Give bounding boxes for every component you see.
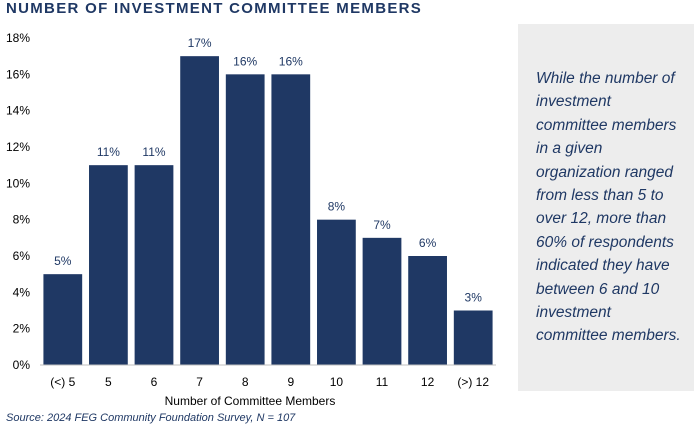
x-tick-label: 7 bbox=[196, 375, 203, 389]
x-tick-label: 12 bbox=[421, 375, 435, 389]
y-tick-label: 2% bbox=[13, 322, 31, 336]
bar bbox=[225, 74, 265, 365]
x-tick-label: 6 bbox=[151, 375, 158, 389]
y-tick-label: 16% bbox=[6, 67, 30, 81]
data-label: 8% bbox=[328, 200, 346, 214]
x-tick-label: (>) 12 bbox=[457, 375, 489, 389]
x-axis-ticks: (<) 5 5 6 7 8 9 10 11 12 (>) 12 bbox=[50, 375, 489, 389]
data-label: 7% bbox=[373, 218, 391, 232]
x-tick-label: 11 bbox=[376, 375, 389, 389]
y-tick-label: 10% bbox=[6, 176, 30, 190]
bar bbox=[408, 256, 447, 365]
chart-title: NUMBER OF INVESTMENT COMMITTEE MEMBERS bbox=[6, 0, 423, 17]
x-tick-label: 5 bbox=[105, 375, 112, 389]
bar bbox=[89, 165, 128, 365]
bar bbox=[43, 274, 83, 365]
data-label: 11% bbox=[97, 145, 120, 159]
data-label: 16% bbox=[279, 54, 303, 68]
data-label: 17% bbox=[188, 36, 212, 50]
data-label: 16% bbox=[233, 54, 257, 68]
data-labels: 5% 11% 11% 17% 16% 16% 8% 7% 6% 3% bbox=[54, 36, 482, 304]
bars bbox=[43, 56, 493, 366]
x-tick-label: (<) 5 bbox=[50, 375, 75, 389]
y-tick-label: 0% bbox=[13, 358, 31, 372]
x-axis-title: Number of Committee Members bbox=[165, 394, 336, 408]
y-axis-ticks: 0% 2% 4% 6% 8% 10% 12% 14% 16% 18% bbox=[6, 31, 30, 372]
bar bbox=[180, 56, 219, 366]
data-label: 5% bbox=[54, 254, 72, 268]
y-tick-label: 14% bbox=[6, 104, 30, 118]
source-note: Source: 2024 FEG Community Foundation Su… bbox=[6, 412, 296, 424]
commentary-text: While the number of investment committee… bbox=[536, 70, 681, 345]
bar bbox=[362, 237, 402, 365]
data-label: 11% bbox=[142, 145, 165, 159]
x-tick-label: 9 bbox=[287, 375, 294, 389]
y-tick-label: 18% bbox=[6, 31, 30, 45]
bar bbox=[271, 74, 311, 365]
y-tick-label: 6% bbox=[13, 249, 31, 263]
y-tick-label: 12% bbox=[6, 140, 30, 154]
data-label: 6% bbox=[419, 236, 437, 250]
bar bbox=[134, 165, 174, 365]
data-label: 3% bbox=[465, 291, 483, 305]
x-tick-label: 10 bbox=[330, 375, 344, 389]
bar bbox=[453, 310, 493, 365]
commentary-panel bbox=[518, 24, 694, 391]
y-tick-label: 4% bbox=[13, 285, 31, 299]
y-tick-label: 8% bbox=[13, 213, 31, 227]
x-tick-label: 8 bbox=[242, 375, 249, 389]
bar bbox=[317, 219, 356, 365]
